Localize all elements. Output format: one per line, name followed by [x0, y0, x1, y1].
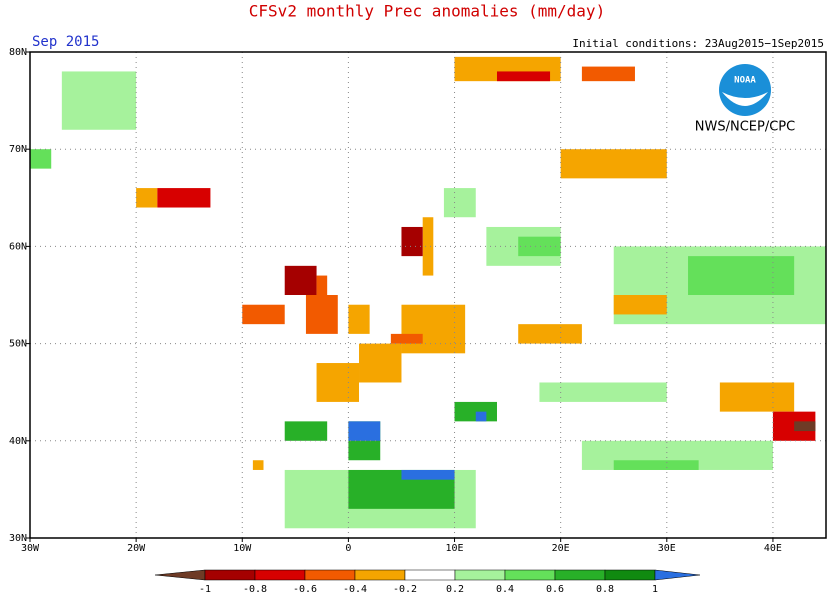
x-tick-label: 30E: [658, 543, 676, 554]
y-tick-label: 30N: [9, 533, 27, 544]
colorbar-segment: [254, 569, 306, 581]
x-tick-label: 0: [345, 543, 351, 554]
x-tick-label: 10E: [446, 543, 464, 554]
anomaly-cell: [688, 256, 795, 295]
anomaly-cell: [359, 343, 402, 383]
colorbar-segment: [504, 569, 556, 581]
anomaly-cell: [422, 217, 434, 276]
anomaly-cell: [581, 66, 635, 82]
anomaly-cell: [242, 304, 285, 325]
anomaly-cell: [284, 421, 328, 441]
anomaly-cell: [390, 333, 423, 344]
colorbar-segment: [554, 569, 606, 581]
anomaly-cell: [157, 188, 211, 208]
colorbar-label: 0.4: [496, 584, 514, 595]
anomaly-cell: [560, 149, 667, 179]
cells: [30, 56, 826, 529]
anomaly-cell: [348, 421, 381, 441]
anomaly-cell: [316, 275, 328, 295]
x-tick-label: 20W: [127, 543, 146, 554]
x-tick-label: 40E: [764, 543, 782, 554]
colorbar-segment: [454, 569, 506, 581]
title: CFSv2 monthly Prec anomalies (mm/day): [249, 2, 605, 21]
colorbar-label: 0.6: [546, 584, 564, 595]
anomaly-cell: [136, 188, 158, 208]
colorbar-label: -0.4: [343, 584, 367, 595]
anomaly-cell: [475, 411, 487, 422]
colorbar-label: -0.2: [393, 584, 417, 595]
colorbar-segment: [604, 569, 656, 581]
anomaly-cell: [30, 149, 52, 169]
anomaly-cell: [443, 188, 476, 218]
anomaly-cell: [518, 236, 561, 257]
y-tick-label: 80N: [9, 47, 27, 58]
colorbar-end: [654, 569, 701, 581]
colorbar-segment: [404, 569, 456, 581]
y-tick-label: 60N: [9, 241, 27, 252]
colorbar-segment: [304, 569, 356, 581]
noaa-logo-wave: [722, 92, 768, 106]
anomaly-cell: [518, 324, 582, 344]
anomaly-cell: [401, 469, 455, 480]
y-tick-label: 40N: [9, 436, 27, 447]
anomaly-cell: [316, 363, 360, 402]
anomaly-cell: [61, 71, 137, 130]
anomaly-cell: [401, 304, 466, 354]
y-tick-label: 50N: [9, 339, 27, 350]
anomaly-cell: [794, 421, 816, 432]
colorbar-end: [154, 569, 206, 581]
credit: NWS/NCEP/CPC: [695, 120, 795, 135]
colorbar-label: -0.6: [293, 584, 317, 595]
colorbar: -1 -0.8 -0.6 -0.4 -0.2 0.2 0.4 0.6 0.8 1: [154, 569, 701, 595]
anomaly-cell: [613, 295, 667, 315]
y-tick-label: 70N: [9, 144, 27, 155]
initial-conditions: Initial conditions: 23Aug2015−1Sep2015: [572, 37, 824, 50]
anomaly-cell: [613, 460, 699, 470]
plot-frame: [29, 51, 827, 539]
colorbar-label: -1: [199, 584, 211, 595]
anomaly-cell: [305, 295, 338, 334]
colorbar-label: -0.8: [243, 584, 267, 595]
anomaly-cell: [252, 460, 264, 470]
colorbar-label: 0.8: [596, 584, 614, 595]
anomaly-cell: [284, 265, 317, 295]
x-tick-label: 20E: [552, 543, 570, 554]
colorbar-label: 1: [652, 584, 658, 595]
colorbar-segment: [354, 569, 406, 581]
subtitle: Sep 2015: [32, 34, 99, 50]
anomaly-cell: [348, 304, 370, 334]
anomaly-cell: [719, 382, 795, 412]
anomaly-cell: [496, 71, 551, 82]
logo-text: NOAA: [734, 76, 756, 86]
x-tick-label: 30W: [21, 543, 40, 554]
colorbar-label: 0.2: [446, 584, 464, 595]
colorbar-segment: [204, 569, 256, 581]
x-tick-label: 10W: [233, 543, 252, 554]
anomaly-cell: [401, 226, 423, 257]
noaa-logo: [719, 64, 771, 116]
anomaly-cell: [539, 382, 667, 402]
